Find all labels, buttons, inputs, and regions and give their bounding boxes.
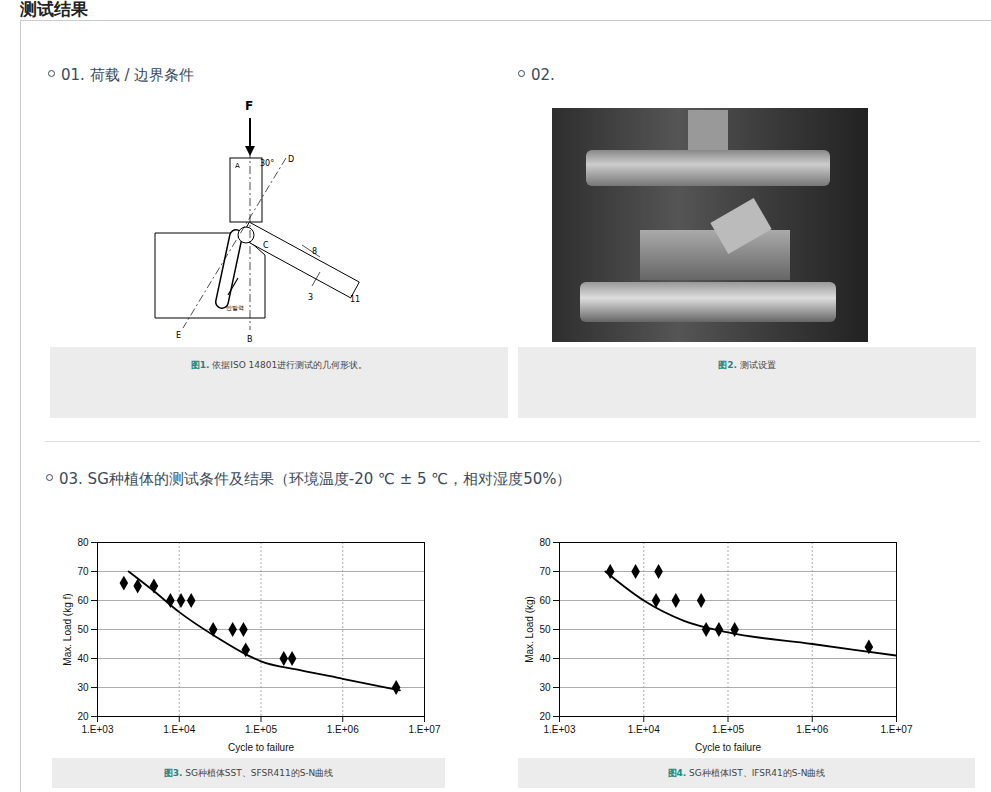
svg-text:A: A <box>235 162 240 170</box>
svg-text:1.E+03: 1.E+03 <box>544 724 576 735</box>
html-text:01. 荷载 / 边界条件: 01. 荷载 / 边界条件 <box>61 66 195 84</box>
svg-text:1.E+06: 1.E+06 <box>327 724 359 735</box>
html-text:图1.依据ISO 14801进行测试的几何形状。: 图1.依据ISO 14801进行测试的几何形状。 <box>190 360 368 370</box>
svg-text:40: 40 <box>539 653 551 664</box>
svg-text:50: 50 <box>539 624 551 635</box>
svg-text:60: 60 <box>539 595 551 606</box>
html-text:03. SG种植体的测试条件及结果（环境温度-20 ℃ ±: 03. SG种植体的测试条件及结果（环境温度-20 ℃ ± 5 ℃，相对湿度50… <box>59 470 572 488</box>
svg-text:80: 80 <box>77 537 89 548</box>
svg-text:1.E+05: 1.E+05 <box>712 724 744 735</box>
svg-text:30: 30 <box>77 682 89 693</box>
svg-text:50: 50 <box>77 624 89 635</box>
html-text:02.: 02. <box>531 66 555 84</box>
svg-text:70: 70 <box>77 566 89 577</box>
svg-text:20: 20 <box>77 711 89 722</box>
svg-text:Cycle to failure: Cycle to failure <box>695 742 762 753</box>
svg-text:3: 3 <box>308 293 313 302</box>
html-text:图4. SG种植体IST、IFSR41的S-N曲线: 图4. SG种植体IST、IFSR41的S-N曲线 <box>667 768 826 778</box>
svg-text:Max. Load (kg): Max. Load (kg) <box>524 596 535 663</box>
html-text:图2.测试设置: 图2.测试设置 <box>718 360 776 370</box>
svg-text:B: B <box>247 335 253 344</box>
svg-text:1.E+04: 1.E+04 <box>163 724 195 735</box>
svg-text:Max. Load (kg f): Max. Load (kg f) <box>62 593 73 665</box>
svg-text:8: 8 <box>312 247 317 256</box>
svg-text:30: 30 <box>539 682 551 693</box>
svg-text:11: 11 <box>350 295 360 304</box>
svg-text:1.E+06: 1.E+06 <box>796 724 828 735</box>
svg-text:D: D <box>288 155 294 164</box>
svg-text:1.E+05: 1.E+05 <box>245 724 277 735</box>
svg-text:C: C <box>263 241 269 250</box>
svg-text:40: 40 <box>77 653 89 664</box>
svg-text:1.E+07: 1.E+07 <box>409 724 441 735</box>
svg-text:반발력: 반발력 <box>226 304 244 311</box>
svg-text:E: E <box>176 331 181 340</box>
svg-text:20: 20 <box>539 711 551 722</box>
svg-text:1.E+04: 1.E+04 <box>628 724 660 735</box>
svg-text:30°: 30° <box>260 159 274 168</box>
html-text:测试结果: 测试结果 <box>20 0 88 19</box>
svg-text:Cycle to failure: Cycle to failure <box>228 742 295 753</box>
svg-text:1.E+07: 1.E+07 <box>881 724 913 735</box>
html-text:图3. SG种植体SST、SFSR411的S-N曲线: 图3. SG种植体SST、SFSR411的S-N曲线 <box>163 768 334 778</box>
svg-text:60: 60 <box>77 595 89 606</box>
svg-text:F: F <box>245 99 253 113</box>
svg-text:1.E+03: 1.E+03 <box>82 724 114 735</box>
svg-text:70: 70 <box>539 566 551 577</box>
svg-text:80: 80 <box>539 537 551 548</box>
